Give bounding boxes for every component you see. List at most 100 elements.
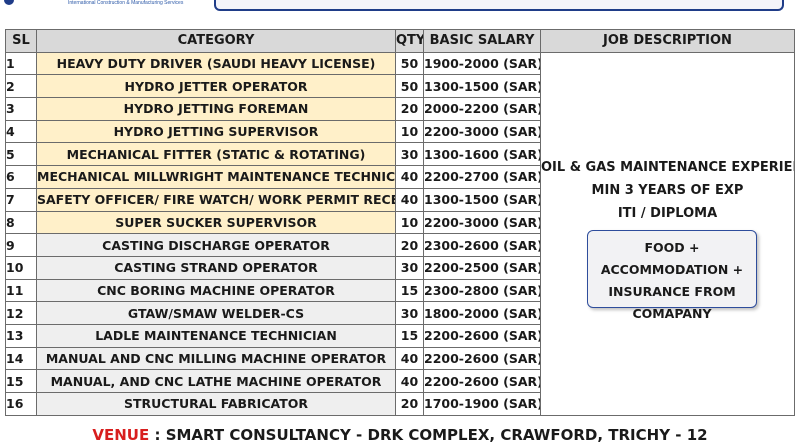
qty-cell: 20: [395, 233, 424, 257]
category-cell: HYDRO JETTING FOREMAN: [36, 97, 396, 121]
salary-cell: 1300-1500 (SAR): [423, 187, 541, 212]
salary-cell: 2200-2600 (SAR): [423, 369, 541, 393]
sl-cell: 6: [5, 165, 37, 189]
category-cell: SUPER SUCKER SUPERVISOR: [36, 210, 396, 235]
description-line: MIN 3 YEARS OF EXP: [591, 182, 744, 198]
qty-cell: 10: [395, 210, 424, 235]
sl-cell: 16: [5, 392, 37, 416]
benefits-box: FOOD + ACCOMMODATION + INSURANCE FROM CO…: [587, 229, 757, 321]
sl-cell: 7: [5, 187, 37, 212]
qty-cell: 15: [395, 278, 424, 303]
sl-cell: 15: [5, 369, 37, 393]
salary-cell: 1800-2000 (SAR): [423, 301, 541, 325]
category-cell: CASTING DISCHARGE OPERATOR: [36, 233, 396, 257]
category-cell: STRUCTURAL FABRICATOR: [36, 392, 396, 416]
salary-cell: 2200-2500 (SAR): [423, 255, 541, 280]
table-row: 16 STRUCTURAL FABRICATOR 20 1700-1900 (S…: [5, 392, 795, 416]
company-tagline: International Construction & Manufacturi…: [68, 0, 184, 6]
table-row: 6 MECHANICAL MILLWRIGHT MAINTENANCE TECH…: [5, 165, 795, 189]
venue-address: SMART CONSULTANCY - DRK COMPLEX, CRAWFOR…: [165, 426, 708, 444]
category-cell: CNC BORING MACHINE OPERATOR: [36, 278, 396, 303]
qty-cell: 15: [395, 323, 424, 348]
sl-cell: 9: [5, 233, 37, 257]
category-cell: CASTING STRAND OPERATOR: [36, 255, 396, 280]
venue-separator: :: [149, 426, 166, 444]
salary-cell: 1300-1600 (SAR): [423, 142, 541, 167]
table-row: 15 MANUAL, AND CNC LATHE MACHINE OPERATO…: [5, 369, 795, 393]
salary-cell: 2300-2800 (SAR): [423, 278, 541, 303]
qty-cell: 40: [395, 346, 424, 371]
sl-cell: 8: [5, 210, 37, 235]
category-cell: HEAVY DUTY DRIVER (SAUDI HEAVY LICENSE): [36, 51, 396, 76]
benefits-line: COMAPANY: [632, 305, 712, 321]
qty-cell: 20: [395, 392, 424, 416]
job-description-text: OIL & GAS MAINTENANCE EXPERIENCE MIN 3 Y…: [541, 156, 795, 225]
qty-cell: 30: [395, 255, 424, 280]
sl-cell: 5: [5, 142, 37, 167]
salary-cell: 1300-1500 (SAR): [423, 74, 541, 99]
table-row: 5 MECHANICAL FITTER (STATIC & ROTATING) …: [5, 142, 795, 167]
sl-cell: 4: [5, 119, 37, 144]
category-cell: LADLE MAINTENANCE TECHNICIAN: [36, 323, 396, 348]
category-cell: SAFETY OFFICER/ FIRE WATCH/ WORK PERMIT …: [36, 187, 396, 212]
table-row: 7 SAFETY OFFICER/ FIRE WATCH/ WORK PERMI…: [5, 187, 795, 212]
table-row: 4 HYDRO JETTING SUPERVISOR 10 2200-3000 …: [5, 119, 795, 144]
qty-cell: 30: [395, 301, 424, 325]
sl-cell: 1: [5, 51, 37, 76]
column-header-qty: QTY: [395, 29, 424, 53]
jobs-table: SL CATEGORY QTY BASIC SALARY JOB DESCRIP…: [5, 29, 795, 416]
sl-cell: 12: [5, 301, 37, 325]
venue-line: VENUE : SMART CONSULTANCY - DRK COMPLEX,…: [0, 426, 800, 444]
sl-cell: 13: [5, 323, 37, 348]
category-cell: HYDRO JETTING SUPERVISOR: [36, 119, 396, 144]
qty-cell: 10: [395, 119, 424, 144]
qty-cell: 50: [395, 74, 424, 99]
salary-cell: 1700-1900 (SAR): [423, 392, 541, 416]
sl-cell: 3: [5, 97, 37, 121]
table-row: 10 CASTING STRAND OPERATOR 30 2200-2500 …: [5, 255, 795, 280]
sl-cell: 2: [5, 74, 37, 99]
salary-cell: 2200-3000 (SAR): [423, 119, 541, 144]
description-line: OIL & GAS MAINTENANCE EXPERIENCE: [541, 159, 795, 175]
benefits-line: INSURANCE FROM: [608, 283, 736, 299]
salary-cell: 2000-2200 (SAR): [423, 97, 541, 121]
sl-cell: 14: [5, 346, 37, 371]
qty-cell: 40: [395, 187, 424, 212]
table-row: 12 GTAW/SMAW WELDER-CS 30 1800-2000 (SAR…: [5, 301, 795, 325]
column-header-category: CATEGORY: [36, 29, 396, 53]
table-row: 1 HEAVY DUTY DRIVER (SAUDI HEAVY LICENSE…: [5, 51, 795, 416]
description-line: ITI / DIPLOMA: [617, 205, 718, 221]
table-row: 2 HYDRO JETTER OPERATOR 50 1300-1500 (SA…: [5, 74, 795, 99]
top-header: International Construction & Manufacturi…: [0, 0, 800, 28]
qty-cell: 20: [395, 97, 424, 121]
category-cell: MECHANICAL FITTER (STATIC & ROTATING): [36, 142, 396, 167]
column-header-sl: SL: [5, 29, 37, 53]
salary-cell: 2200-2600 (SAR): [423, 346, 541, 371]
sl-cell: 10: [5, 255, 37, 280]
qty-cell: 50: [395, 51, 424, 76]
column-header-job-description: JOB DESCRIPTION: [540, 29, 795, 53]
category-cell: MECHANICAL MILLWRIGHT MAINTENANCE TECHNI…: [36, 165, 396, 189]
venue-label: VENUE: [92, 426, 150, 444]
qty-cell: 30: [395, 142, 424, 167]
salary-cell: 2200-3000 (SAR): [423, 210, 541, 235]
salary-cell: 2200-2600 (SAR): [423, 323, 541, 348]
logo-icon: [4, 0, 14, 5]
table-header-row: SL CATEGORY QTY BASIC SALARY JOB DESCRIP…: [5, 29, 795, 53]
table-row: 11 CNC BORING MACHINE OPERATOR 15 2300-2…: [5, 278, 795, 303]
salary-cell: 2300-2600 (SAR): [423, 233, 541, 257]
job-description-cell: OIL & GAS MAINTENANCE EXPERIENCE MIN 3 Y…: [540, 51, 795, 416]
salary-cell: 2200-2700 (SAR): [423, 165, 541, 189]
category-cell: MANUAL AND CNC MILLING MACHINE OPERATOR: [36, 346, 396, 371]
benefits-line: FOOD + ACCOMMODATION +: [600, 239, 744, 277]
qty-cell: 40: [395, 369, 424, 393]
table-row: 3 HYDRO JETTING FOREMAN 20 2000-2200 (SA…: [5, 97, 795, 121]
category-cell: HYDRO JETTER OPERATOR: [36, 74, 396, 99]
sl-cell: 11: [5, 278, 37, 303]
qty-cell: 40: [395, 165, 424, 189]
table-row: 14 MANUAL AND CNC MILLING MACHINE OPERAT…: [5, 346, 795, 371]
salary-cell: 1900-2000 (SAR): [423, 51, 541, 76]
column-header-salary: BASIC SALARY: [423, 29, 541, 53]
title-banner: [214, 0, 784, 11]
company-logo: International Construction & Manufacturi…: [0, 0, 200, 14]
